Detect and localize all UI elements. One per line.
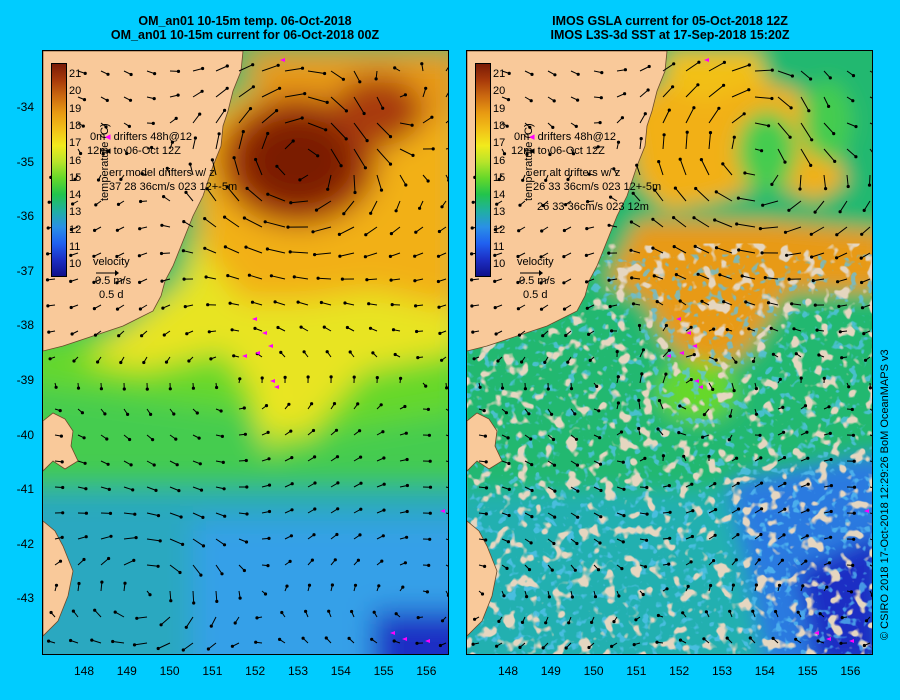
colorbar-tick-label: 14 bbox=[69, 189, 82, 202]
colorbar-tick-label: 16 bbox=[69, 154, 82, 167]
right-map[interactable]: 21 20 19 18 17 16 15 14 13 12 11 10 temperature (C)… bbox=[466, 50, 873, 655]
colorbar-tick-label: 11 bbox=[493, 241, 505, 253]
longitude-label: 149 bbox=[116, 664, 137, 678]
right-cloud-mask bbox=[467, 281, 872, 654]
drifter-marker-icon: ◂ bbox=[529, 131, 535, 143]
latitude-label: -37 bbox=[16, 263, 34, 278]
right-legend-line2: to 06-Oct 12Z bbox=[537, 145, 605, 157]
longitude-label: 150 bbox=[583, 664, 604, 678]
credit-text: © CSIRO 2018 17-Oct-2018 12:29:26 BoM Oc… bbox=[879, 349, 891, 640]
colorbar-tick-label: 18 bbox=[69, 119, 82, 132]
colorbar-tick-label: 17 bbox=[69, 137, 82, 150]
right-velocity-time: 0.5 d bbox=[523, 289, 548, 301]
longitude-label: 150 bbox=[159, 664, 180, 678]
longitude-label: 155 bbox=[373, 664, 394, 678]
right-velocity-arrow-icon bbox=[520, 270, 543, 276]
left-title: OM_an01 10-15m temp. 06-Oct-2018 OM_an01… bbox=[40, 14, 450, 42]
right-colorbar bbox=[475, 63, 491, 277]
longitude-label: 153 bbox=[711, 664, 733, 678]
left-velocity-label: velocity bbox=[93, 256, 130, 268]
colorbar-tick-label: 20 bbox=[69, 85, 82, 98]
left-err-line1: err model drifters w/ z bbox=[109, 167, 215, 179]
colorbar-tick-label: 15 bbox=[493, 171, 506, 184]
left-velocity-arrow-icon bbox=[96, 270, 119, 276]
longitude-label: 152 bbox=[669, 664, 690, 678]
drifter-marker-icon: ◂ bbox=[105, 131, 111, 143]
colorbar-tick-label: 12 bbox=[493, 223, 506, 236]
right-depth-label-1: 12m bbox=[511, 145, 533, 157]
latitude-label: -36 bbox=[16, 209, 34, 224]
latitude-label: -41 bbox=[16, 482, 34, 497]
right-legend-to: ◂ to 06-Oct 12Z bbox=[529, 145, 605, 158]
left-legend-line2: to 06-Oct 12Z bbox=[113, 145, 181, 157]
right-err-line3: 26 33 36cm/s 023 12m bbox=[537, 201, 649, 213]
right-depth-label-0: 0m bbox=[514, 131, 530, 143]
colorbar-tick-label: 15 bbox=[69, 171, 82, 184]
right-drifters bbox=[666, 58, 869, 643]
colorbar-tick-label: 10 bbox=[493, 258, 506, 271]
right-title-line1: IMOS GSLA current for 05-Oct-2018 12Z bbox=[552, 14, 788, 28]
right-velocity-speed: 0.5 m/s bbox=[519, 275, 556, 287]
latitude-label: -34 bbox=[16, 100, 34, 114]
colorbar-tick-label: 13 bbox=[69, 206, 82, 219]
colorbar-tick-label: 13 bbox=[493, 206, 506, 219]
latitude-label: -38 bbox=[16, 318, 34, 333]
right-title-line2: IMOS L3S-3d SST at 17-Sep-2018 15:20Z bbox=[550, 28, 790, 42]
colorbar-tick-label: 11 bbox=[69, 241, 81, 253]
colorbar-tick-label: 19 bbox=[69, 102, 82, 115]
longitude-label: 149 bbox=[540, 664, 561, 678]
longitude-label: 151 bbox=[202, 664, 223, 678]
longitude-label: 156 bbox=[840, 664, 861, 678]
colorbar-tick-label: 10 bbox=[69, 258, 82, 271]
left-map-canvas bbox=[43, 51, 448, 654]
longitude-label: 153 bbox=[287, 664, 309, 678]
right-land bbox=[467, 51, 668, 637]
latitude-label: -35 bbox=[16, 154, 34, 169]
left-velocity-speed: 0.5 m/s bbox=[95, 275, 132, 287]
right-legend-line1: drifters 48h@12 bbox=[537, 131, 617, 143]
colorbar-tick-label: 21 bbox=[493, 68, 506, 80]
longitude-label: 148 bbox=[497, 664, 519, 678]
colorbar-tick-label: 19 bbox=[493, 102, 506, 115]
longitude-label: 155 bbox=[797, 664, 818, 678]
longitude-label: 152 bbox=[245, 664, 266, 678]
colorbar-tick-label: 12 bbox=[69, 223, 82, 236]
colorbar-tick-label: 16 bbox=[493, 154, 506, 167]
arrow-marker-icon: ◂ bbox=[105, 145, 111, 157]
left-legend-line1: drifters 48h@12 bbox=[113, 131, 193, 143]
left-depth-label-0: 0m bbox=[90, 131, 106, 143]
left-err-line2: 37 28 36cm/s 023 12+-5m bbox=[109, 181, 238, 193]
longitude-label: 151 bbox=[626, 664, 647, 678]
longitude-label: 156 bbox=[416, 664, 437, 678]
right-velocity-label: velocity bbox=[517, 256, 554, 268]
left-title-line1: OM_an01 10-15m temp. 06-Oct-2018 bbox=[138, 14, 352, 28]
left-current-vectors bbox=[45, 62, 448, 652]
longitude-label: 154 bbox=[754, 664, 775, 678]
left-map[interactable]: 21 20 19 18 17 16 15 14 13 12 11 10 temperature (C)… bbox=[42, 50, 449, 655]
left-title-line2: OM_an01 10-15m current for 06-Oct-2018 0… bbox=[110, 28, 380, 42]
right-title: IMOS GSLA current for 05-Oct-2018 12Z IM… bbox=[465, 14, 875, 42]
colorbar-tick-label: 14 bbox=[493, 189, 506, 202]
colorbar-tick-label: 20 bbox=[493, 85, 506, 98]
left-colorbar bbox=[51, 63, 67, 277]
right-legend-drifters: ◂ drifters 48h@12 bbox=[529, 131, 616, 144]
left-velocity-time: 0.5 d bbox=[99, 289, 124, 301]
left-drifters bbox=[242, 58, 445, 643]
arrow-marker-icon: ◂ bbox=[529, 145, 535, 157]
left-legend-to: ◂ to 06-Oct 12Z bbox=[105, 145, 181, 158]
colorbar-tick-label: 17 bbox=[493, 137, 506, 150]
left-sst-field bbox=[43, 51, 448, 654]
latitude-label: -39 bbox=[16, 373, 34, 387]
colorbar-tick-label: 21 bbox=[69, 68, 82, 80]
longitude-label: 148 bbox=[73, 664, 95, 678]
right-err-line2: 26 33 36cm/s 023 12+-5m bbox=[533, 181, 662, 193]
left-depth-label-1: 12m bbox=[87, 145, 109, 157]
latitude-label: -42 bbox=[16, 536, 34, 551]
colorbar-tick-label: 18 bbox=[493, 119, 506, 132]
longitude-label: 154 bbox=[330, 664, 351, 678]
right-err-line1: err alt drifters w/ z bbox=[533, 167, 621, 179]
latitude-label: -43 bbox=[16, 591, 34, 606]
left-legend-drifters: ◂ drifters 48h@12 bbox=[105, 131, 192, 144]
latitude-label: -40 bbox=[16, 427, 34, 442]
